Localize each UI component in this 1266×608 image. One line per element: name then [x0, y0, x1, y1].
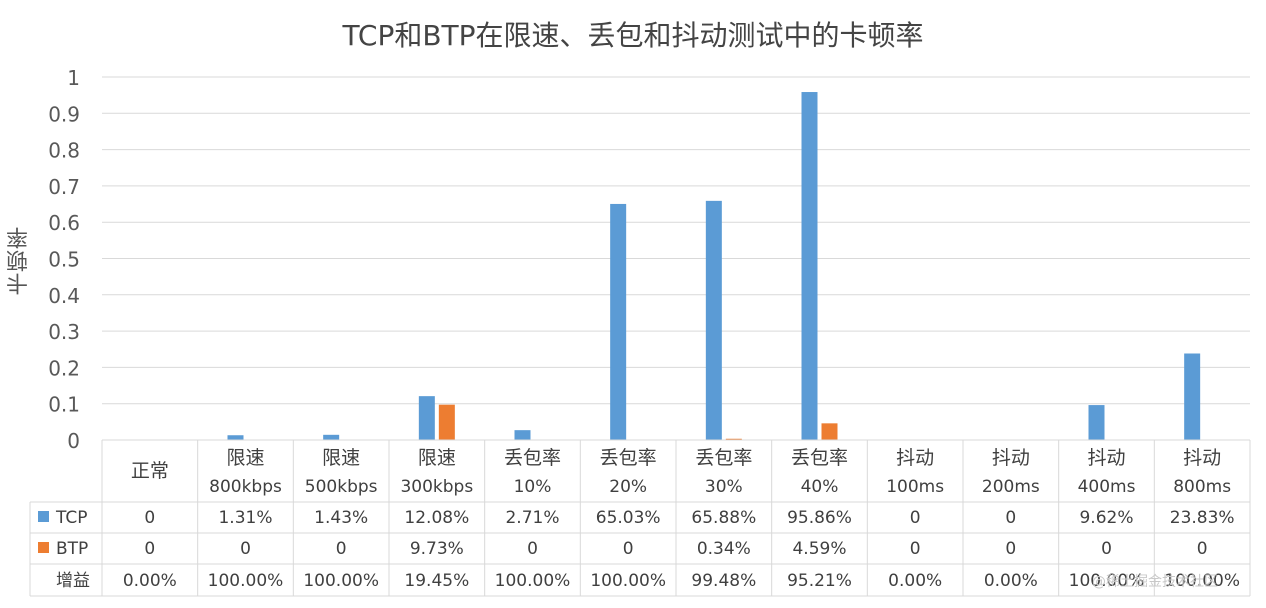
bar-btp: [725, 438, 742, 440]
x-tick-label: 限速: [226, 447, 264, 469]
data-label: 0: [1005, 539, 1016, 559]
data-label: 0: [910, 539, 921, 559]
y-tick-label: 0.6: [48, 211, 80, 235]
gain-label: 100.00%: [1069, 571, 1145, 591]
data-label: 1.31%: [218, 508, 272, 528]
y-tick-label: 0.5: [48, 248, 80, 272]
data-label: 0: [336, 539, 347, 559]
y-tick-labels: 0 0.1 0.2 0.3 0.4 0.5 0.6 0.7 0.8 0.9 1: [48, 66, 80, 453]
data-label: 0: [1005, 508, 1016, 528]
data-label: 0: [240, 539, 251, 559]
data-label: 65.88%: [691, 508, 756, 528]
bar-btp: [821, 423, 838, 440]
x-tick-label: 丢包率: [791, 447, 848, 469]
x-tick-label: 200ms: [982, 477, 1040, 497]
bar-tcp: [227, 435, 244, 440]
y-tick-label: 0.4: [48, 284, 80, 308]
data-label: 0: [1101, 539, 1112, 559]
data-label: 12.08%: [404, 508, 469, 528]
watermark: @稀土掘金技术社区: [1092, 574, 1218, 590]
gain-label: 100.00%: [208, 571, 284, 591]
y-tick-label: 0.7: [48, 175, 80, 199]
x-tick-label: 抖动: [1183, 447, 1221, 469]
data-table: 正常 限速 800kbps 限速 500kbps 限速 300kbps 丢包率 10% 丢包率 20…: [29, 439, 1251, 597]
x-tick-label: 300kbps: [400, 477, 473, 497]
gain-label: 100.00%: [590, 571, 666, 591]
data-label: 95.86%: [787, 508, 852, 528]
legend-key-btp: [38, 542, 49, 553]
data-label: 0: [144, 539, 155, 559]
gain-label: 100.00%: [303, 571, 379, 591]
x-tick-label: 丢包率: [504, 447, 561, 469]
chart-title: TCP和BTP在限速、丢包和抖动测试中的卡顿率: [342, 19, 924, 52]
bar-tcp: [705, 200, 722, 440]
legend-key-tcp: [38, 511, 49, 522]
data-label: 0: [623, 539, 634, 559]
x-tick-label: 抖动: [896, 447, 934, 469]
data-label: 0: [910, 508, 921, 528]
gain-label: 100.00%: [495, 571, 571, 591]
data-label: 0: [1197, 539, 1208, 559]
data-label: 23.83%: [1170, 508, 1235, 528]
x-tick-label: 30%: [705, 477, 743, 497]
y-tick-label: 0.9: [48, 102, 80, 126]
x-tick-label: 20%: [609, 477, 647, 497]
data-label: 2.71%: [505, 508, 559, 528]
x-tick-label: 抖动: [1087, 447, 1125, 469]
bar-tcp: [801, 92, 818, 440]
x-tick-label: 10%: [514, 477, 552, 497]
legend-label-tcp: TCP: [55, 508, 88, 528]
bar-tcp: [1088, 405, 1105, 440]
x-tick-label: 限速: [322, 447, 360, 469]
data-label: 4.59%: [792, 539, 846, 559]
x-tick-label: 100ms: [886, 477, 944, 497]
x-tick-label: 400ms: [1078, 477, 1136, 497]
data-label: 1.43%: [314, 508, 368, 528]
bar-tcp: [418, 396, 435, 440]
data-label: 65.03%: [596, 508, 661, 528]
y-tick-label: 1: [67, 66, 80, 90]
data-label: 0: [144, 508, 155, 528]
gain-label: 0.00%: [888, 571, 942, 591]
x-tick-label: 800kbps: [209, 477, 282, 497]
gain-label: 100.00%: [1164, 571, 1240, 591]
gain-label: 99.48%: [691, 571, 756, 591]
y-tick-label: 0.3: [48, 320, 80, 344]
x-tick-label: 正常: [131, 460, 169, 482]
y-tick-label: 0.1: [48, 393, 80, 417]
gain-label: 19.45%: [404, 571, 469, 591]
bar-tcp: [610, 203, 627, 440]
bar-tcp: [323, 434, 340, 440]
data-label: 9.73%: [410, 539, 464, 559]
legend-label-btp: BTP: [56, 539, 88, 559]
y-tick-label: 0: [67, 429, 80, 453]
gain-label: 95.21%: [787, 571, 852, 591]
x-tick-label: 丢包率: [695, 447, 752, 469]
x-tick-label: 500kbps: [305, 477, 378, 497]
x-tick-label: 800ms: [1173, 477, 1231, 497]
x-tick-label: 限速: [418, 447, 456, 469]
x-tick-label: 抖动: [992, 447, 1030, 469]
x-tick-label: 丢包率: [600, 447, 657, 469]
x-tick-label: 40%: [801, 477, 839, 497]
bar-btp: [438, 404, 455, 440]
gain-label: 0.00%: [984, 571, 1038, 591]
data-label: 9.62%: [1079, 508, 1133, 528]
gridlines: [102, 76, 1250, 441]
bars: [227, 92, 1201, 440]
data-label: 0: [527, 539, 538, 559]
bar-tcp: [1184, 353, 1201, 440]
gain-row-label: 增益: [56, 571, 90, 591]
y-tick-label: 0.8: [48, 139, 80, 163]
gain-label: 0.00%: [123, 571, 177, 591]
bar-tcp: [514, 430, 531, 440]
y-tick-label: 0.2: [48, 356, 80, 380]
data-label: 0.34%: [697, 539, 751, 559]
